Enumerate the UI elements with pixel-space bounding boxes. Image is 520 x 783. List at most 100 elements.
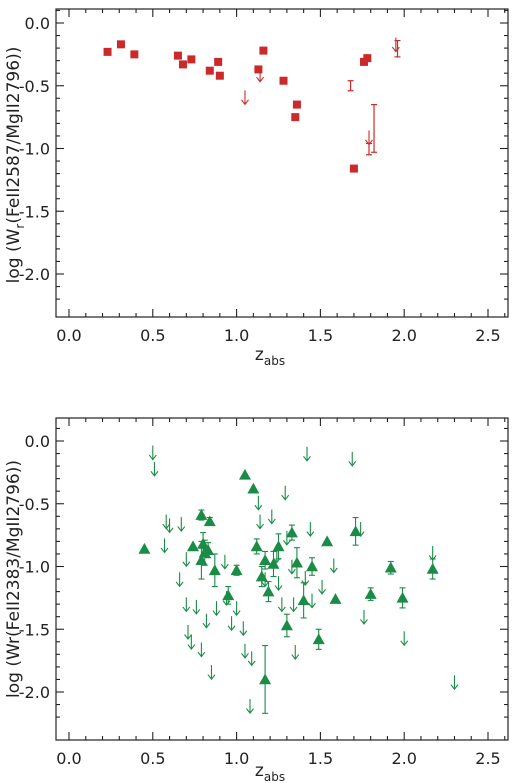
bot-upper-limit (197, 642, 206, 658)
top-x-tick-label: 1.0 (224, 326, 249, 345)
bot-upper-limit (356, 522, 365, 538)
bottom-data-marks (138, 445, 459, 714)
bot-upper-limit (241, 643, 249, 659)
top-plot-frame (55, 8, 509, 318)
top-data-point (214, 57, 223, 66)
bot-upper-limit (400, 631, 409, 647)
bot-y-tick-label: -1.5 (19, 620, 50, 639)
top-upper-limit (365, 130, 373, 146)
bot-data-point (247, 482, 260, 494)
bot-upper-limit (212, 601, 221, 617)
bot-y-tick-label: -0.5 (19, 495, 50, 514)
top-data-point (279, 76, 288, 85)
bot-upper-limit (282, 530, 291, 546)
top-data-point (215, 71, 224, 80)
bot-upper-limit-head (197, 651, 206, 658)
bot-upper-limit (308, 593, 316, 609)
top-y-axis-title: log (Wr(FeII2587/MgII2796)) (4, 47, 27, 284)
bot-y-tick-label: 0.0 (25, 432, 50, 451)
bot-upper-limit (227, 616, 236, 632)
bot-upper-limit (303, 446, 311, 462)
bot-upper-limit-head (348, 460, 357, 467)
top-data-marks (103, 37, 401, 173)
bot-x-tick-label: 2.0 (391, 749, 416, 768)
top-upper-limit-head (256, 76, 264, 83)
bot-upper-limit (175, 572, 184, 588)
bot-upper-limit (301, 571, 310, 586)
bot-upper-limit-head (329, 567, 338, 574)
bot-upper-limit (165, 518, 174, 534)
bot-upper-limit (182, 552, 191, 568)
bot-upper-limit (329, 558, 338, 574)
bot-data-point (262, 585, 275, 597)
bot-upper-limit-head (308, 602, 316, 609)
top-data-point (103, 47, 112, 56)
top-data-point (291, 113, 300, 122)
bot-data-point (267, 557, 280, 569)
top-data-point (187, 55, 196, 64)
bot-upper-limit-head (177, 526, 186, 532)
top-data-point (349, 164, 358, 173)
bot-upper-limit-head (192, 609, 201, 615)
bot-x-tick-label: 2.5 (475, 749, 500, 768)
bot-data-point (306, 560, 319, 572)
bot-upper-limit-head (428, 555, 437, 561)
bot-upper-limit-head (318, 588, 327, 595)
top-x-tick-label: 0.0 (56, 326, 81, 345)
bot-upper-limit-head (281, 494, 290, 501)
bot-data-point (238, 468, 251, 480)
bot-upper-limit-head (400, 640, 409, 647)
top-ticks (56, 9, 508, 317)
bot-upper-limit (281, 485, 290, 501)
bottom-x-axis-title: zabs (255, 761, 285, 783)
top-y-tick-label: -1.5 (19, 202, 50, 221)
top-data-point (205, 66, 214, 75)
bot-x-tick-label: 1.0 (224, 749, 249, 768)
top-data-point (363, 54, 372, 63)
bot-upper-limit-head (261, 581, 270, 588)
top-upper-limit (256, 67, 264, 83)
bot-upper-limit-head (241, 653, 249, 659)
bot-upper-limit (207, 665, 216, 681)
top-upper-limit (241, 90, 249, 106)
top-y-tick-label: 0.0 (25, 14, 50, 33)
bot-data-point (285, 526, 298, 538)
bot-data-point (255, 570, 268, 582)
bot-upper-limit (428, 545, 437, 561)
bot-upper-limit (450, 675, 459, 691)
top-data-point (173, 51, 182, 60)
bot-upper-limit (360, 609, 368, 625)
top-upper-limit-head (391, 46, 400, 53)
bot-upper-limit-head (247, 660, 256, 667)
bot-data-point (195, 509, 208, 520)
bot-data-point (259, 673, 272, 685)
bot-upper-limit (277, 597, 286, 613)
bot-upper-limit-head (254, 504, 263, 511)
bot-data-point (426, 563, 439, 574)
bot-upper-limit-head (267, 518, 276, 525)
top-x-tick-label: 2.5 (475, 326, 500, 345)
bot-upper-limit (289, 597, 298, 613)
top-x-tick-label: 0.5 (140, 326, 165, 345)
bot-upper-limit (318, 579, 327, 595)
bot-upper-limit-head (303, 455, 311, 462)
bot-upper-limit-head (360, 619, 368, 625)
bot-upper-limit-head (356, 531, 365, 538)
bot-upper-limit (261, 572, 270, 588)
bot-data-point (384, 561, 397, 573)
bot-upper-limit (272, 548, 281, 564)
bot-x-tick-label: 0.5 (140, 749, 165, 768)
bot-data-point (364, 588, 377, 599)
bot-data-point (230, 564, 243, 576)
bot-upper-limit (162, 514, 171, 530)
bot-upper-limit-head (148, 454, 157, 461)
bot-upper-limit (150, 461, 159, 477)
top-upper-limit-head (241, 99, 249, 106)
bot-upper-limit (274, 576, 283, 591)
bot-upper-limit (247, 651, 256, 667)
top-error-bar (347, 80, 354, 92)
top-upper-limit-head (365, 139, 373, 146)
bot-upper-limit-head (256, 523, 264, 530)
bot-upper-limit-head (212, 610, 221, 617)
